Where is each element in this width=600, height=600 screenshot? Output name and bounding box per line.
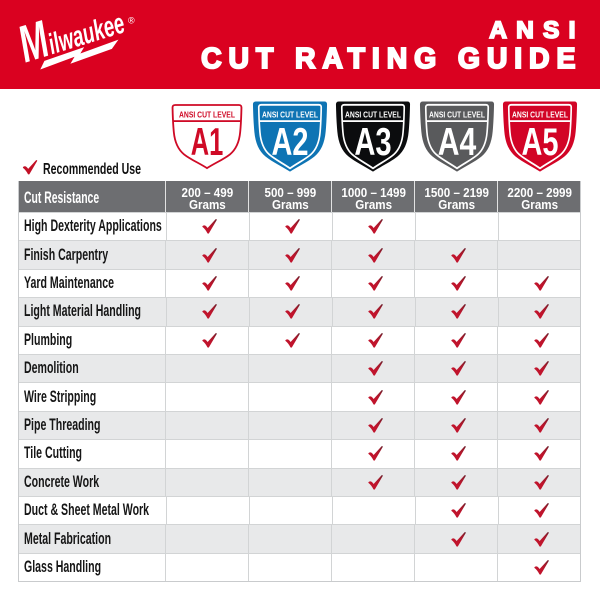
svg-text:ANSI CUT LEVEL: ANSI CUT LEVEL — [429, 110, 485, 120]
svg-text:A3: A3 — [355, 121, 392, 164]
svg-text:®: ® — [128, 15, 135, 25]
svg-text:ANSI CUT LEVEL: ANSI CUT LEVEL — [179, 110, 235, 120]
svg-text:ANSI CUT LEVEL: ANSI CUT LEVEL — [345, 110, 401, 120]
svg-text:A5: A5 — [521, 121, 558, 164]
svg-text:A2: A2 — [272, 121, 309, 164]
svg-text:ANSI CUT LEVEL: ANSI CUT LEVEL — [262, 110, 318, 120]
svg-text:A4: A4 — [437, 121, 476, 164]
svg-text:Milwaukee: Milwaukee — [19, 6, 130, 74]
svg-text:ANSI CUT LEVEL: ANSI CUT LEVEL — [512, 110, 568, 120]
svg-text:A1: A1 — [191, 121, 224, 164]
